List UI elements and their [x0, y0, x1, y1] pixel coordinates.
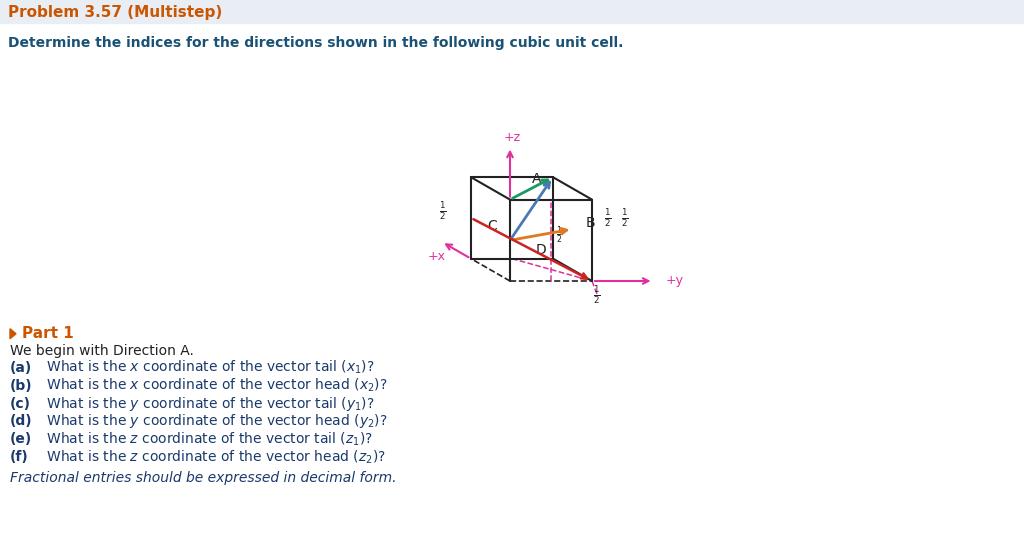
Text: D: D: [537, 244, 547, 258]
Text: Determine the indices for the directions shown in the following cubic unit cell.: Determine the indices for the directions…: [8, 36, 624, 50]
Text: B: B: [586, 216, 595, 230]
Text: We begin with Direction A.: We begin with Direction A.: [10, 344, 194, 358]
Text: (c): (c): [10, 396, 31, 410]
Bar: [0, 0, 1024, 23]
Text: Problem 3.57 (Multistep): Problem 3.57 (Multistep): [8, 6, 222, 20]
Text: $\frac{1}{2}$: $\frac{1}{2}$: [621, 207, 629, 228]
Text: $\frac{1}{2}$: $\frac{1}{2}$: [593, 284, 601, 306]
Text: $\frac{1}{2}$: $\frac{1}{2}$: [604, 207, 611, 228]
Text: C: C: [487, 220, 497, 234]
Text: +y: +y: [666, 273, 683, 287]
Text: +x: +x: [428, 250, 445, 263]
Text: What is the $\it{z}$ coordinate of the vector head ($\it{z}_{2}$)?: What is the $\it{z}$ coordinate of the v…: [42, 449, 386, 466]
Text: A: A: [531, 172, 542, 186]
Text: What is the $\it{z}$ coordinate of the vector tail ($\it{z}_{1}$)?: What is the $\it{z}$ coordinate of the v…: [42, 431, 373, 448]
Text: Part 1: Part 1: [22, 326, 74, 341]
Text: What is the $\it{x}$ coordinate of the vector head ($\it{x}_{2}$)?: What is the $\it{x}$ coordinate of the v…: [42, 377, 388, 394]
Text: Fractional entries should be expressed in decimal form.: Fractional entries should be expressed i…: [10, 472, 396, 486]
Text: (d): (d): [10, 414, 33, 428]
Text: $\frac{1}{2}$: $\frac{1}{2}$: [556, 225, 563, 246]
Text: (a): (a): [10, 361, 32, 375]
Text: +z: +z: [504, 130, 520, 144]
Polygon shape: [10, 329, 16, 339]
Text: What is the $\it{y}$ coordinate of the vector head ($\it{y}_{2}$)?: What is the $\it{y}$ coordinate of the v…: [42, 413, 388, 431]
Text: What is the $\it{x}$ coordinate of the vector tail ($\it{x}_{1}$)?: What is the $\it{x}$ coordinate of the v…: [42, 359, 375, 376]
Text: $\frac{1}{2}$: $\frac{1}{2}$: [439, 200, 446, 222]
Text: (f): (f): [10, 450, 29, 464]
Text: (e): (e): [10, 432, 32, 446]
Text: (b): (b): [10, 379, 33, 393]
Text: What is the $\it{y}$ coordinate of the vector tail ($\it{y}_{1}$)?: What is the $\it{y}$ coordinate of the v…: [42, 394, 375, 413]
